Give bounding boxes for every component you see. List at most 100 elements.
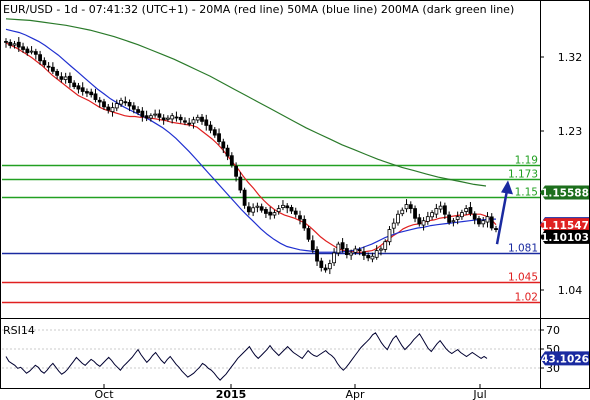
candle [80, 82, 85, 96]
candle [89, 88, 94, 98]
candle [127, 99, 132, 112]
candle [281, 200, 285, 211]
candle [246, 202, 251, 216]
candle [268, 206, 273, 220]
candle [238, 172, 243, 194]
price-tag: 1.15588 [540, 185, 589, 200]
candle [468, 202, 473, 217]
candle [421, 217, 426, 231]
candle [170, 113, 175, 124]
candle [332, 248, 336, 266]
rsi-tick-label: 70 [546, 324, 560, 337]
candle [417, 213, 422, 227]
svg-text:1.15588: 1.15588 [541, 188, 589, 200]
level-label: 1.19 [515, 155, 538, 167]
svg-text:1.11547: 1.11547 [541, 220, 589, 232]
candle [425, 211, 430, 225]
candle [413, 205, 417, 223]
rsi-value-tag: 43.1026 [540, 351, 589, 366]
candle [464, 205, 469, 215]
candle [174, 111, 179, 122]
candle [400, 207, 405, 217]
price-tag: 1.11547 [540, 218, 589, 233]
candle [212, 127, 217, 138]
candle [12, 40, 17, 49]
candle [4, 38, 8, 48]
candle [16, 37, 21, 52]
candle [391, 218, 396, 234]
candle [8, 39, 13, 49]
candle [306, 225, 311, 242]
level-label: 1.02 [515, 292, 538, 304]
candle [234, 162, 238, 182]
chart-title: EUR/USD - 1d - 07:41:32 (UTC+1) - 20MA (… [3, 3, 514, 16]
candle [183, 117, 187, 126]
candle [289, 204, 294, 214]
candle [319, 257, 324, 272]
candle [33, 48, 38, 60]
candle [344, 244, 349, 259]
candle [225, 144, 230, 161]
candle [140, 107, 145, 122]
candle [136, 106, 140, 116]
level-label: 1.173 [508, 169, 538, 181]
candle [383, 239, 388, 253]
candle [85, 88, 89, 97]
ma-line [5, 42, 497, 253]
candle [434, 203, 439, 218]
candle [178, 114, 183, 124]
x-tick-label: Jul [472, 388, 486, 400]
candle [148, 113, 153, 122]
level-label: 1.15 [515, 187, 538, 199]
candle [166, 115, 170, 122]
candle [63, 72, 68, 84]
candle [59, 72, 64, 83]
candle [336, 241, 341, 257]
forecast-arrowhead [501, 180, 513, 195]
candle [195, 114, 200, 124]
level-label: 1.045 [508, 272, 538, 284]
candle [272, 209, 277, 219]
rsi-line [5, 332, 488, 381]
x-tick-label: Apr [345, 388, 365, 400]
candle [357, 247, 362, 256]
candle [42, 57, 47, 68]
candle [387, 226, 392, 246]
candle [442, 202, 447, 220]
candle [323, 264, 328, 273]
svg-text:43.1026: 43.1026 [541, 353, 589, 365]
candle [438, 201, 443, 213]
candle [144, 110, 149, 122]
candle [264, 206, 268, 219]
candle [327, 259, 332, 275]
svg-text:1.10103: 1.10103 [541, 232, 589, 244]
ma-line [5, 18, 487, 187]
candle [191, 116, 196, 129]
candle [217, 128, 221, 145]
candle [106, 104, 111, 114]
candle [472, 211, 477, 225]
candle [366, 252, 371, 262]
candle [46, 62, 51, 72]
candle [204, 114, 209, 131]
candle [370, 252, 375, 263]
candle [489, 213, 494, 231]
candle [276, 205, 281, 215]
candle [21, 42, 25, 53]
x-tick-label: Oct [94, 388, 114, 400]
y-tick-label: 1.23 [558, 125, 583, 138]
candle [123, 96, 128, 106]
candle [93, 88, 98, 103]
candle [293, 207, 298, 218]
candle [119, 97, 123, 107]
candle [242, 187, 247, 209]
candle [114, 99, 119, 112]
candle [200, 114, 204, 125]
candle [451, 218, 456, 227]
candle [430, 210, 434, 220]
candle [131, 102, 136, 114]
candle [221, 138, 226, 154]
price-tag: 1.10103 [540, 229, 589, 244]
y-tick-label: 1.04 [558, 284, 583, 297]
candle [349, 249, 354, 260]
